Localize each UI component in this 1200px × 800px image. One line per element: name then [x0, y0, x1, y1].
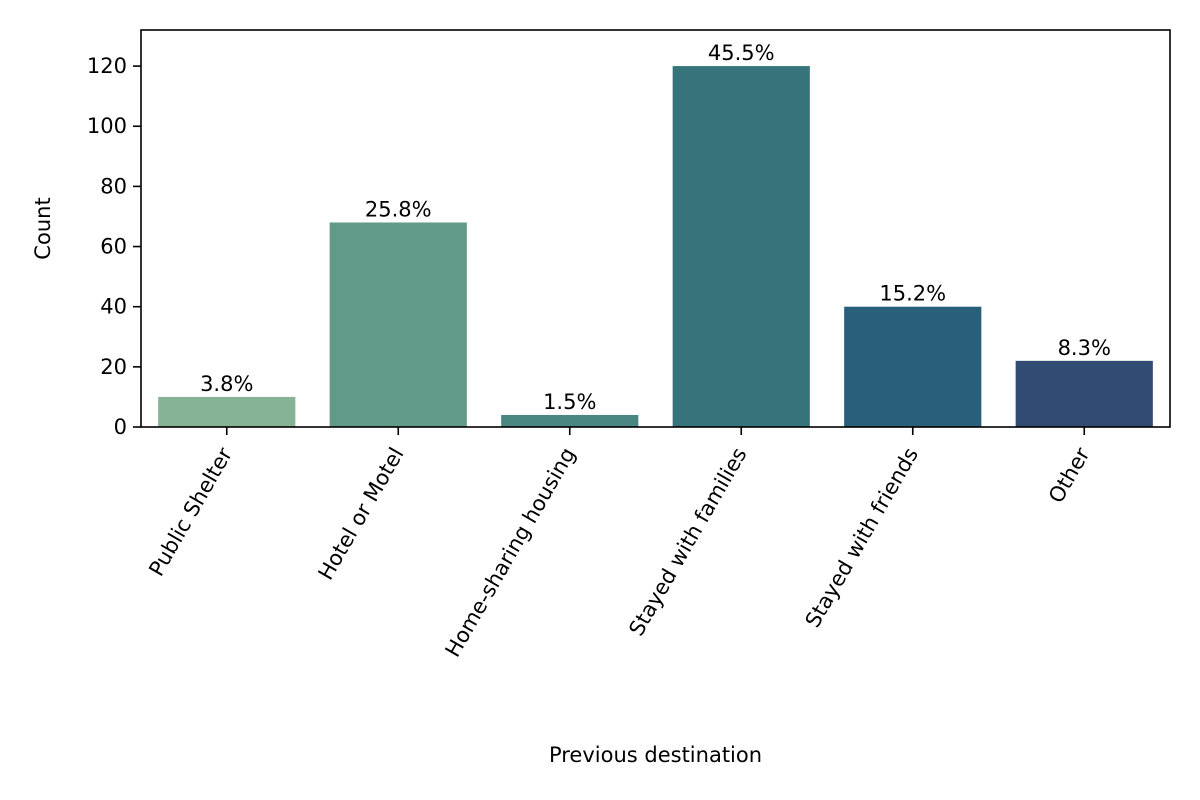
y-tick-label: 20	[100, 355, 127, 379]
bar	[672, 66, 810, 427]
x-tick-label: Stayed with friends	[801, 444, 923, 632]
bars	[158, 66, 1153, 427]
plot-frame	[140, 29, 1171, 428]
y-tick-label: 80	[100, 174, 127, 198]
x-axis-ticks: Public Shelter Hotel or Motel Home-sharing…	[144, 427, 1095, 662]
bar-data-label: 8.3%	[1058, 336, 1111, 360]
bar	[158, 396, 296, 427]
bar-data-label: 15.2%	[879, 282, 946, 306]
bar-data-label: 3.8%	[200, 372, 253, 396]
y-tick-label: 120	[87, 54, 127, 78]
bar-data-label: 1.5%	[543, 390, 596, 414]
y-tick-label: 100	[87, 114, 127, 138]
x-tick-label: Public Shelter	[144, 443, 237, 580]
bar	[329, 222, 467, 427]
y-tick-label: 40	[100, 295, 127, 319]
bar	[501, 414, 639, 427]
x-axis-label: Previous destination	[549, 743, 762, 767]
bar-data-label: 45.5%	[708, 41, 775, 65]
bar-data-label: 25.8%	[365, 197, 432, 221]
bar	[1015, 360, 1153, 427]
bar	[844, 306, 982, 427]
x-tick-label: Stayed with families	[624, 444, 751, 641]
x-tick-label: Other	[1044, 443, 1095, 507]
data-labels: 3.8% 25.8% 1.5% 45.5% 15.2% 8.3%	[200, 41, 1111, 414]
x-tick-label: Home-sharing housing	[441, 444, 580, 662]
y-axis-label: Count	[31, 197, 55, 259]
y-tick-label: 60	[100, 235, 127, 259]
x-tick-label: Hotel or Motel	[314, 444, 409, 585]
y-axis-ticks: 0 20 40 60 80 100 120	[87, 54, 141, 439]
y-tick-label: 0	[114, 415, 127, 439]
